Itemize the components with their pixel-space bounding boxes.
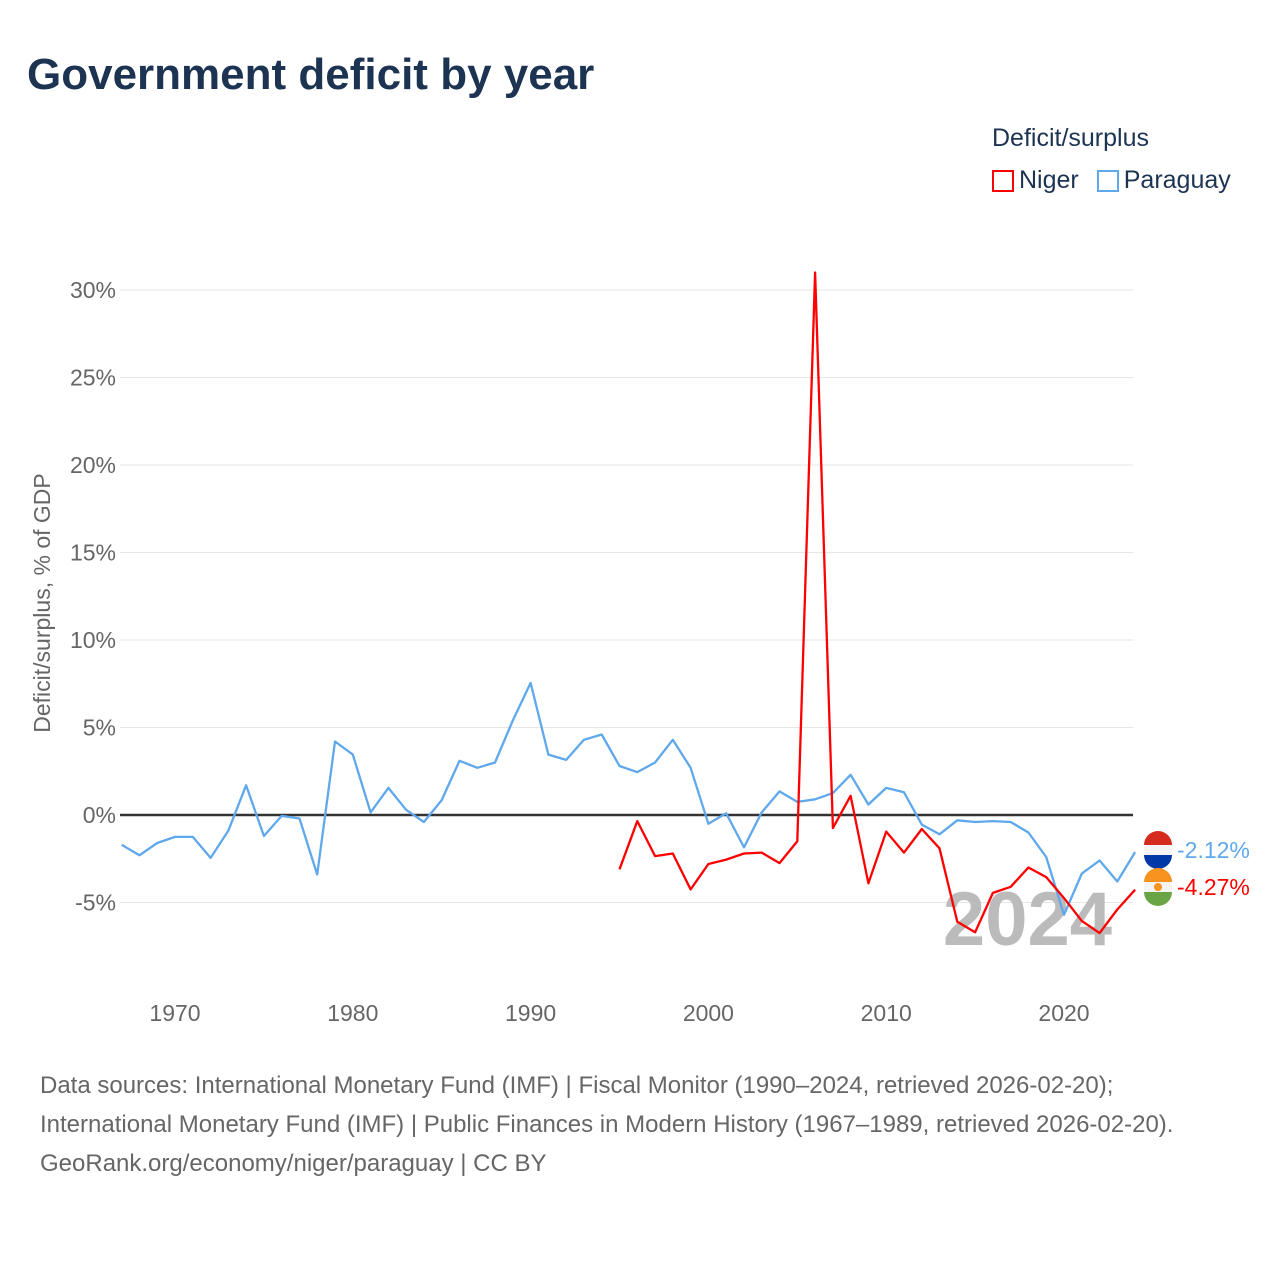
year-watermark: 2024	[943, 877, 1112, 962]
legend-item-niger[interactable]: Niger	[992, 166, 1079, 195]
x-tick-label: 1980	[327, 1000, 378, 1026]
paraguay-flag-red	[1144, 831, 1172, 845]
y-tick-label: 30%	[70, 277, 116, 303]
legend-label: Paraguay	[1123, 166, 1231, 194]
x-tick-label: 1990	[505, 1000, 556, 1026]
y-tick-label: 20%	[70, 452, 116, 478]
y-tick-label: 10%	[70, 627, 116, 653]
x-tick-label: 2010	[861, 1000, 912, 1026]
y-tick-label: 5%	[83, 715, 116, 741]
legend: Niger Paraguay	[992, 166, 1231, 195]
end-value-label: -2.12%	[1177, 837, 1250, 863]
legend-swatch-niger	[992, 169, 1014, 192]
y-tick-label: 0%	[83, 802, 116, 828]
end-value-label: -4.27%	[1177, 874, 1250, 900]
y-tick-label: -5%	[75, 890, 116, 916]
series-line-niger	[618, 271, 1136, 935]
page-title: Government deficit by year	[27, 50, 595, 99]
x-tick-label: 1970	[149, 1000, 200, 1026]
footer: Data sources: International Monetary Fun…	[40, 1066, 1240, 1183]
x-tick-label: 2000	[683, 1000, 734, 1026]
series-line-paraguay	[121, 681, 1137, 916]
legend-label: Niger	[1019, 166, 1079, 194]
y-tick-label: 25%	[70, 365, 116, 391]
legend-title: Deficit/surplus	[992, 124, 1149, 152]
line-chart: -5% 0% 5% 10% 15% 20% 25% 30% 1970 1980 1990 2000 20…	[29, 271, 1250, 1026]
legend-swatch-paraguay	[1096, 169, 1119, 192]
data-sources: Data sources: International Monetary Fun…	[40, 1072, 1174, 1138]
niger-flag-orange	[1144, 868, 1172, 882]
x-tick-label: 2020	[1038, 1000, 1089, 1026]
legend-item-paraguay[interactable]: Paraguay	[1096, 166, 1231, 195]
y-axis-label: Deficit/surplus, % of GDP	[29, 473, 55, 732]
paraguay-flag-blue	[1144, 855, 1172, 869]
niger-flag-green	[1144, 892, 1172, 906]
credit-link[interactable]: GeoRank.org/economy/niger/paraguay | CC …	[40, 1150, 547, 1177]
niger-flag-sun	[1154, 883, 1162, 891]
y-tick-label: 15%	[70, 540, 116, 566]
